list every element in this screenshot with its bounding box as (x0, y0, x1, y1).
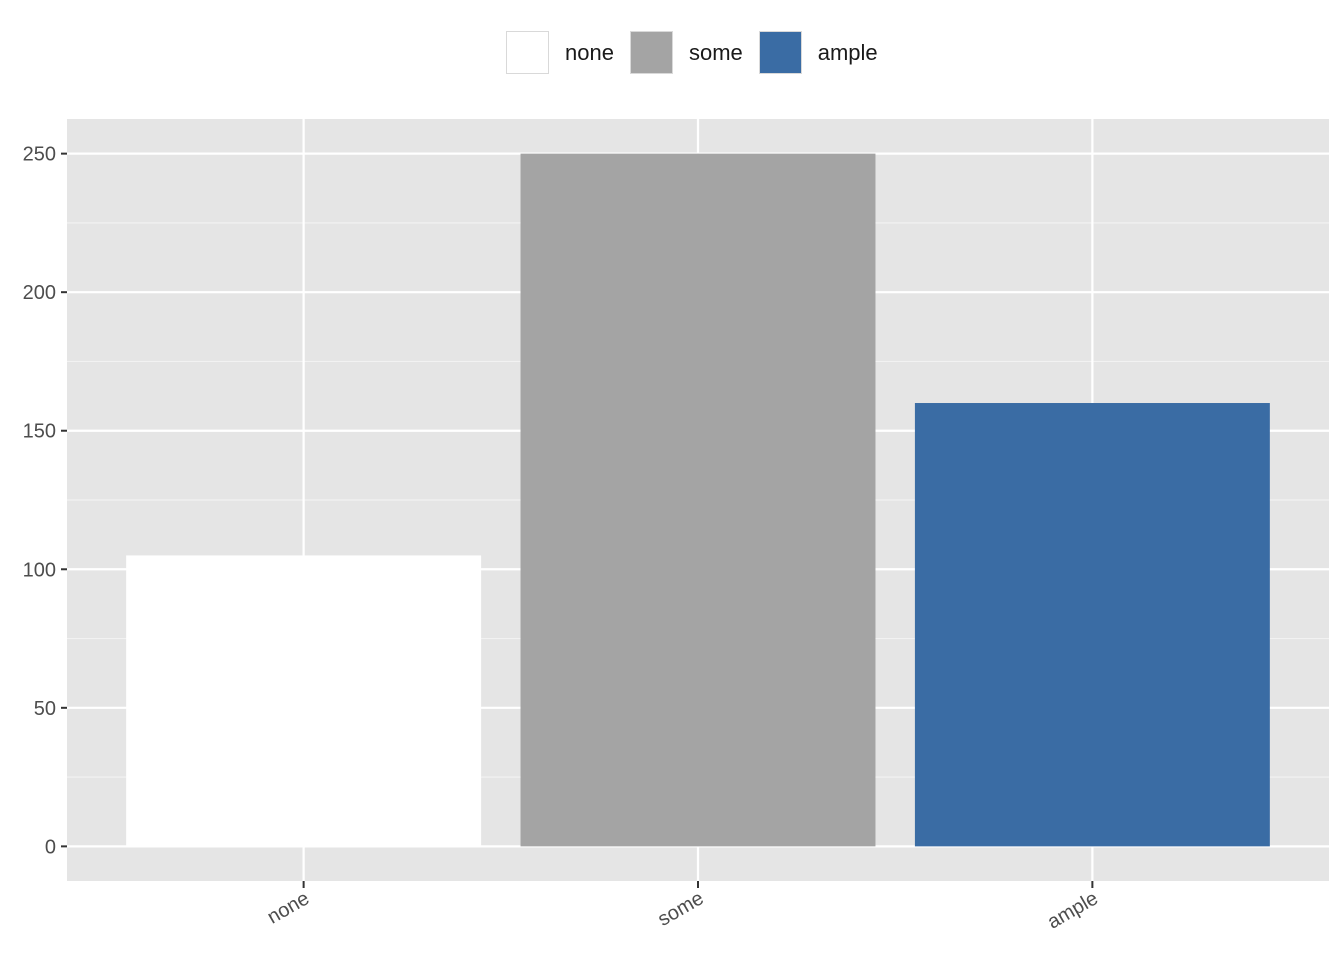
legend-item-none: none (506, 31, 614, 74)
legend-key-ample (758, 31, 802, 74)
y-tick-label: 0 (45, 836, 56, 858)
y-tick-label: 50 (34, 698, 56, 720)
legend-key-none (506, 31, 549, 74)
legend-label-some: some (688, 39, 743, 65)
y-tick-label: 200 (23, 282, 56, 304)
legend-label-none: none (565, 39, 614, 65)
legend-key-some (629, 31, 673, 74)
bar-some (520, 153, 876, 847)
bar-ample (914, 403, 1270, 847)
x-tick-label-none: none (264, 887, 314, 928)
y-tick-label: 250 (23, 144, 56, 166)
bar-none (126, 555, 482, 847)
y-tick-label: 100 (23, 559, 56, 581)
x-tick-label-some: some (654, 887, 707, 931)
legend-item-some: some (629, 31, 743, 74)
legend-item-ample: ample (758, 31, 878, 74)
legend: none some ample (506, 30, 894, 75)
legend-label-ample: ample (817, 39, 878, 65)
x-tick-label-ample: ample (1044, 887, 1102, 933)
y-tick-label: 150 (23, 421, 56, 443)
